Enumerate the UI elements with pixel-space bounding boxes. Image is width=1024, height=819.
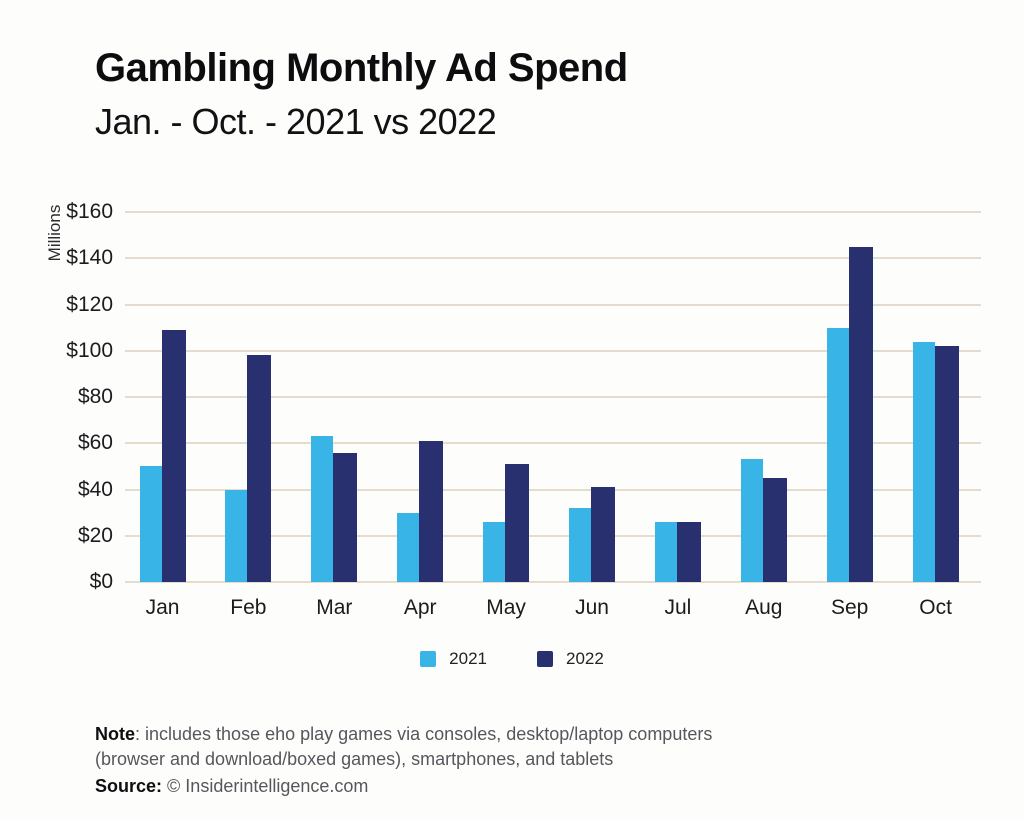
gridline-0 xyxy=(125,581,981,583)
y-tick-label-40: $40 xyxy=(77,477,113,501)
bar-2021-jun xyxy=(569,508,591,582)
gridline-80 xyxy=(125,396,981,398)
footnote-block: Note: includes those eho play games via … xyxy=(95,722,735,799)
bar-2021-sep xyxy=(826,327,849,582)
x-tick-label-jan: Jan xyxy=(145,596,180,619)
x-tick-label-feb: Feb xyxy=(230,596,267,619)
chart-title: Gambling Monthly Ad Spend xyxy=(95,46,628,90)
bar-2022-oct xyxy=(934,346,959,582)
y-tick-label-0: $0 xyxy=(89,570,113,593)
bar-2021-apr xyxy=(397,512,420,582)
gridline-160 xyxy=(125,211,981,213)
note-label: Note xyxy=(95,724,135,744)
source-label: Source: xyxy=(95,776,163,796)
bar-2022-sep xyxy=(848,246,873,582)
y-tick-label-100: $100 xyxy=(66,338,113,362)
x-tick-label-mar: Mar xyxy=(316,596,353,619)
x-tick-label-jun: Jun xyxy=(575,596,609,619)
x-tick-label-apr: Apr xyxy=(403,596,437,619)
note-line: Note: includes those eho play games via … xyxy=(95,722,735,772)
chart-subtitle: Jan. - Oct. - 2021 vs 2022 xyxy=(95,101,497,142)
bar-2022-apr xyxy=(419,440,444,582)
legend-label-2022: 2022 xyxy=(566,649,604,668)
y-tick-label-60: $60 xyxy=(77,431,113,455)
legend: 2021 2022 xyxy=(0,649,1024,669)
x-tick-label-sep: Sep xyxy=(831,596,869,619)
bar-2021-aug xyxy=(740,459,763,582)
x-tick-label-aug: Aug xyxy=(745,596,783,619)
source-line: Source: © Insiderintelligence.com xyxy=(95,774,735,799)
legend-swatch-2022 xyxy=(537,651,553,667)
bar-2021-mar xyxy=(311,436,334,582)
bar-2022-feb xyxy=(247,355,272,582)
bar-2021-jul xyxy=(654,521,677,582)
gridline-40 xyxy=(125,488,981,491)
note-text: : includes those eho play games via cons… xyxy=(95,724,713,769)
legend-label-2021: 2021 xyxy=(449,649,487,668)
legend-item-2022: 2022 xyxy=(537,649,604,669)
x-tick-label-oct: Oct xyxy=(919,596,952,619)
bar-2022-may xyxy=(505,464,530,582)
bar-2021-jan xyxy=(139,466,162,582)
gridline-60 xyxy=(125,442,981,445)
source-text: © Insiderintelligence.com xyxy=(167,776,369,796)
legend-item-2021: 2021 xyxy=(420,649,487,669)
bar-2022-mar xyxy=(333,452,358,582)
bar-2021-oct xyxy=(912,341,935,582)
gridline-120 xyxy=(125,303,981,306)
bar-2021-feb xyxy=(225,489,248,582)
bar-2021-may xyxy=(483,521,506,582)
bar-2022-jun xyxy=(591,487,615,582)
legend-swatch-2021 xyxy=(420,651,437,667)
gridline-20 xyxy=(125,534,981,537)
x-tick-label-may: May xyxy=(486,596,526,619)
gridline-100 xyxy=(125,349,981,352)
y-tick-label-160: $160 xyxy=(66,200,113,223)
y-tick-label-20: $20 xyxy=(77,523,113,547)
y-tick-label-120: $120 xyxy=(66,292,113,316)
gridline-140 xyxy=(125,257,981,260)
bar-2022-jul xyxy=(676,521,701,582)
y-tick-label-80: $80 xyxy=(77,385,113,408)
bar-2022-aug xyxy=(762,477,787,582)
plot-area: $0 $20 $40 $60 $80 $100 $120 $140 $160 Jan Feb Mar A… xyxy=(66,200,981,619)
bar-2022-jan xyxy=(161,329,186,582)
y-tick-label-140: $140 xyxy=(66,246,113,270)
x-tick-label-jul: Jul xyxy=(664,596,692,619)
